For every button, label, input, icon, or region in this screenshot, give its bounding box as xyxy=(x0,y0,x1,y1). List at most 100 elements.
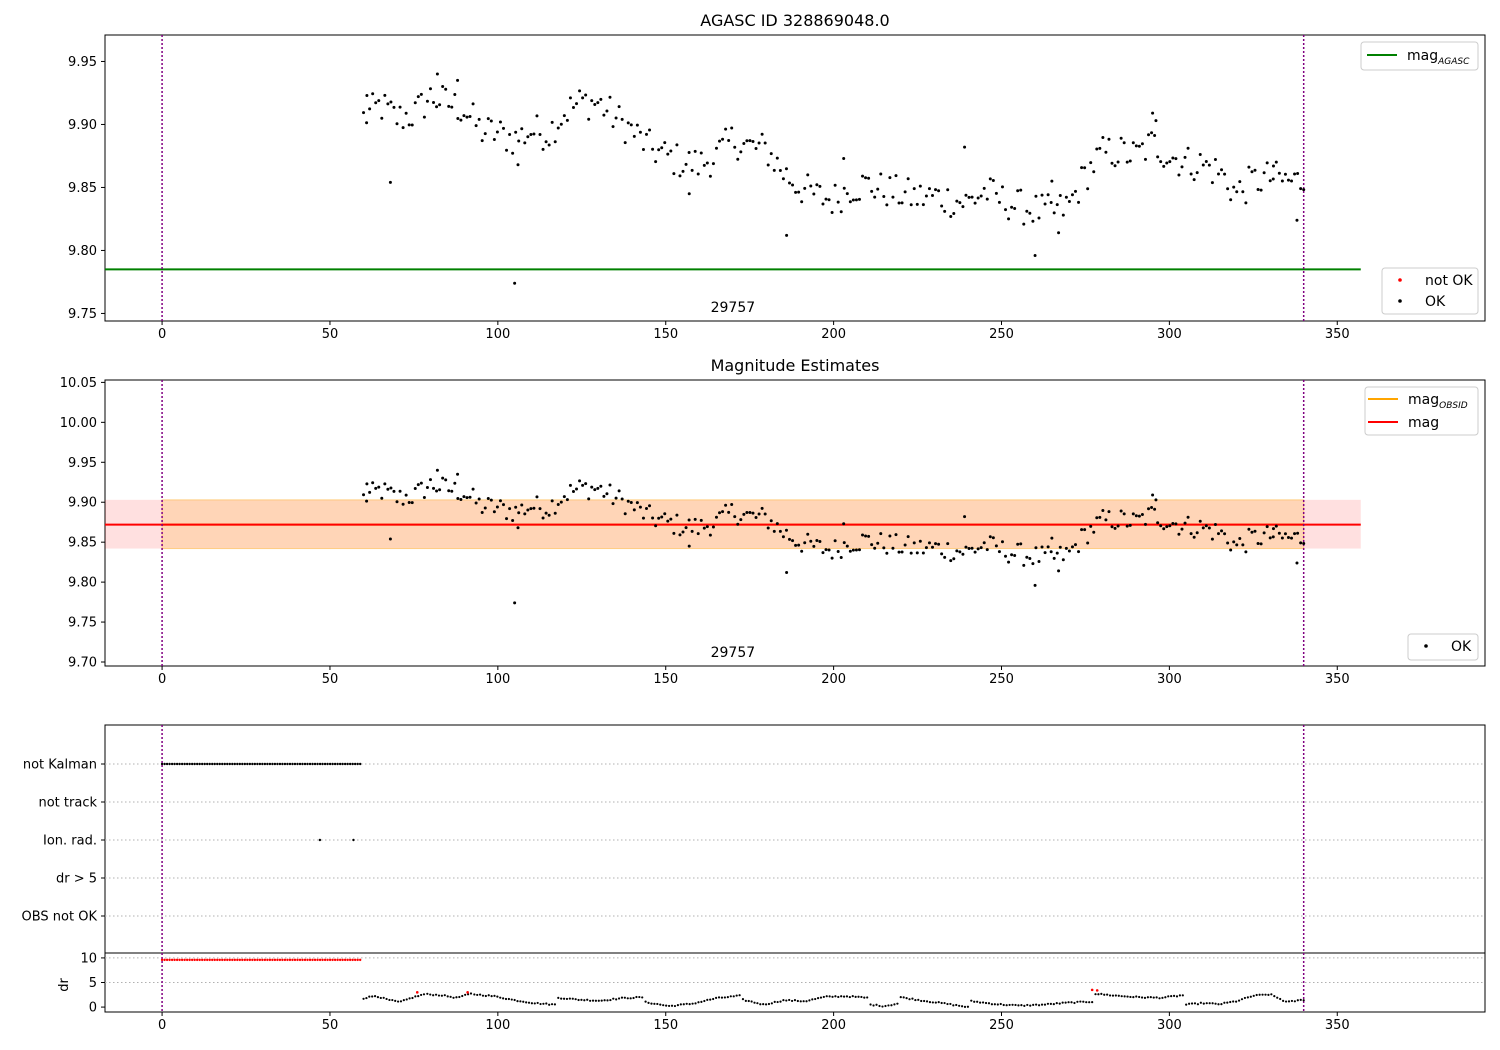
ok-point xyxy=(1073,189,1077,193)
ok-point xyxy=(1134,144,1138,148)
ok-point xyxy=(626,499,630,503)
panel-dr: 0 50 100 150 200 250 300 350 0 5 10 dr xyxy=(57,951,1486,1033)
dr-point xyxy=(828,995,831,998)
ok-point xyxy=(365,499,369,503)
dr-point-not-ok xyxy=(286,958,289,962)
dr-point xyxy=(914,998,917,1002)
ok-point xyxy=(380,116,384,120)
dr-point xyxy=(1143,996,1147,999)
ok-point xyxy=(617,489,621,493)
ok-point xyxy=(1165,161,1169,165)
ok-point xyxy=(1293,172,1297,176)
ok-point xyxy=(629,123,633,127)
dr-point xyxy=(688,1003,691,1006)
ok-point xyxy=(1101,508,1105,512)
dr-point xyxy=(981,1001,985,1004)
ok-point xyxy=(1007,560,1011,564)
dr-point xyxy=(872,1004,875,1007)
dr-point xyxy=(1064,1001,1067,1004)
ok-point xyxy=(791,183,795,187)
ok-point xyxy=(772,168,776,172)
ok-point xyxy=(380,496,384,500)
ok-point xyxy=(927,541,931,545)
ok-point xyxy=(724,127,728,131)
ok-point xyxy=(644,507,648,511)
dr-point xyxy=(1129,995,1132,999)
dr-point-not-ok xyxy=(201,958,204,962)
dr-point xyxy=(1052,1003,1055,1006)
dr-point xyxy=(1005,1004,1008,1007)
ok-point xyxy=(471,487,475,491)
ok-point xyxy=(605,109,609,113)
dr-point-not-ok xyxy=(221,958,224,962)
dr-point xyxy=(869,1003,872,1006)
dr-point xyxy=(709,998,712,1001)
ok-point xyxy=(620,497,624,501)
ok-point xyxy=(489,119,493,123)
ok-point xyxy=(1226,187,1230,191)
panel-agasc-magnitude: AGASC ID 328869048.0 0 50 100 150 200 250 300 3… xyxy=(68,11,1486,342)
dr-point xyxy=(764,1003,768,1006)
ok-point xyxy=(1089,161,1093,165)
flag-point xyxy=(353,762,357,766)
ok-point xyxy=(839,556,843,560)
ok-point xyxy=(702,526,706,530)
ok-point xyxy=(388,180,392,184)
dr-point xyxy=(565,997,569,1001)
ok-point xyxy=(830,556,834,560)
ok-point xyxy=(1180,165,1184,169)
ok-point xyxy=(505,148,509,152)
ok-point xyxy=(513,281,517,285)
ok-point xyxy=(1274,160,1278,164)
ok-point xyxy=(806,532,810,536)
dr-point xyxy=(1132,996,1135,999)
dr-point-not-ok xyxy=(321,958,324,962)
ok-point xyxy=(876,541,880,545)
ok-point xyxy=(864,534,868,538)
dr-point xyxy=(1161,996,1164,999)
ok-point xyxy=(937,189,941,193)
ok-point xyxy=(568,483,572,487)
ok-point xyxy=(544,511,548,515)
ok-point xyxy=(468,495,472,499)
ok-point xyxy=(462,114,466,118)
ok-point xyxy=(708,533,712,537)
ok-point xyxy=(471,102,475,106)
flag-point xyxy=(323,762,327,766)
dr-point xyxy=(466,993,470,996)
flag-point xyxy=(203,762,206,766)
flag-point xyxy=(318,762,322,766)
dr-point xyxy=(574,998,577,1001)
dr-point xyxy=(759,1003,762,1006)
ok-point xyxy=(1168,524,1172,528)
dr-point xyxy=(379,996,382,1000)
dr-point xyxy=(1067,1001,1070,1004)
dr-point-not-ok xyxy=(173,958,176,962)
ok-point xyxy=(991,179,995,183)
dr-point xyxy=(1079,1000,1082,1003)
ok-point xyxy=(401,126,405,130)
ok-point xyxy=(769,519,773,523)
dr-point xyxy=(973,1000,976,1003)
dr-point xyxy=(507,997,510,1001)
dr-point xyxy=(1164,996,1167,999)
ok-point xyxy=(1253,529,1257,533)
dr-point xyxy=(446,995,449,998)
x-tick-label: 200 xyxy=(821,1018,846,1033)
ok-point xyxy=(1201,526,1205,530)
ok-point xyxy=(994,191,998,195)
ok-point xyxy=(611,125,615,129)
dr-point xyxy=(434,993,438,996)
ok-point xyxy=(1220,529,1224,533)
ok-point xyxy=(1055,203,1059,207)
dr-point xyxy=(958,1004,961,1007)
ok-point xyxy=(599,484,603,488)
legend-label-subscript: AGASC xyxy=(1437,57,1470,67)
dr-point xyxy=(1158,997,1161,1000)
ok-point xyxy=(742,142,746,146)
dr-point xyxy=(993,1003,996,1006)
dr-point xyxy=(712,997,715,1001)
ok-point xyxy=(1174,157,1178,161)
x-tick-label: 150 xyxy=(653,327,678,342)
ok-point xyxy=(1271,177,1275,181)
